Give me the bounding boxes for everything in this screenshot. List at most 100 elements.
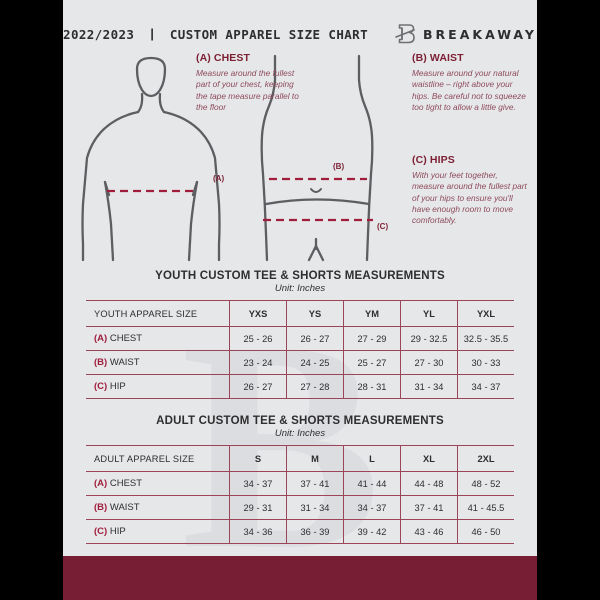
table-row: (B) WAIST 23 - 24 24 - 25 25 - 27 27 - 3… (86, 350, 514, 375)
youth-row-chest-name: CHEST (109, 333, 143, 344)
page-title: CUSTOM APPAREL SIZE CHART (169, 26, 369, 42)
note-chest-text: Measure around the fullest part of your … (196, 68, 299, 112)
adult-row-hip-name: HIP (109, 526, 126, 537)
cell: 31 - 34 (286, 495, 344, 520)
table-row: (B) WAIST 29 - 31 31 - 34 34 - 37 37 - 4… (86, 495, 514, 520)
table-row: (A) CHEST 25 - 26 26 - 27 27 - 29 29 - 3… (86, 326, 514, 351)
adult-row-chest-tag: (A) (94, 478, 108, 489)
cell: 27 - 30 (400, 350, 458, 375)
waist-marker-label: (B) (333, 162, 345, 171)
cell: 27 - 28 (286, 374, 344, 399)
cell: 39 - 42 (343, 519, 401, 544)
cell: 24 - 25 (286, 350, 344, 375)
body-figures-illustration (81, 54, 374, 262)
chest-marker-label: (A) (213, 174, 225, 183)
cell: 34 - 36 (229, 519, 287, 544)
note-chest: (A) CHEST Measure around the fullest par… (196, 52, 304, 113)
adult-size-table: ADULT APPAREL SIZE S M L XL 2XL (A) CHES… (86, 445, 514, 544)
cell: 26 - 27 (229, 374, 287, 399)
adult-row-waist-name: WAIST (109, 502, 140, 513)
cell: 48 - 52 (457, 471, 514, 496)
cell: 34 - 37 (229, 471, 287, 496)
hips-marker-label: (C) (377, 222, 389, 231)
youth-row-chest-tag: (A) (94, 333, 108, 344)
adult-table-unit: Unit: Inches (274, 428, 326, 439)
brand-name: BREAKAWAY (423, 26, 537, 42)
adult-row-hip-tag: (C) (94, 526, 108, 537)
youth-measurements-block: YOUTH CUSTOM TEE & SHORTS MEASUREMENTS U… (63, 270, 537, 399)
cell: 30 - 33 (457, 350, 514, 375)
youth-table-title: YOUTH CUSTOM TEE & SHORTS MEASUREMENTS (155, 270, 445, 282)
cell: 23 - 24 (229, 350, 287, 375)
cell: 29 - 31 (229, 495, 287, 520)
cell: 37 - 41 (286, 471, 344, 496)
adult-row-chest-name: CHEST (109, 478, 143, 489)
page-header: 2022/2023 | CUSTOM APPAREL SIZE CHART BR… (63, 0, 537, 52)
adult-row-waist-label: (B) WAIST (86, 495, 230, 520)
cell: 25 - 27 (343, 350, 401, 375)
cell: 29 - 32.5 (400, 326, 458, 351)
youth-table-unit: Unit: Inches (274, 283, 326, 294)
note-waist-text: Measure around your natural waistline – … (412, 68, 526, 112)
adult-col-m: M (286, 445, 344, 472)
adult-col-xl: XL (400, 445, 458, 472)
cell: 27 - 29 (343, 326, 401, 351)
cell: 46 - 50 (457, 519, 514, 544)
youth-col-yl: YL (400, 300, 458, 327)
cell: 25 - 26 (229, 326, 287, 351)
cell: 34 - 37 (457, 374, 514, 399)
torso-figure (81, 56, 221, 262)
youth-row-chest-label: (A) CHEST (86, 326, 230, 351)
measurement-diagram: (A) (B) (C) (A) CHEST Measure around the… (63, 52, 537, 266)
adult-col-2xl: 2XL (457, 445, 514, 472)
adult-table-title: ADULT CUSTOM TEE & SHORTS MEASUREMENTS (156, 415, 444, 427)
note-hips: (C) HIPS With your feet together, measur… (412, 154, 530, 226)
note-hips-text: With your feet together, measure around … (412, 170, 527, 226)
youth-col-ys: YS (286, 300, 344, 327)
youth-row-hip-name: HIP (109, 381, 126, 392)
table-row: (A) CHEST 34 - 37 37 - 41 41 - 44 44 - 4… (86, 471, 514, 496)
brand-logo: BREAKAWAY (394, 22, 537, 46)
table-row: (C) HIP 34 - 36 36 - 39 39 - 42 43 - 46 … (86, 519, 514, 544)
cell: 34 - 37 (343, 495, 401, 520)
youth-row-waist-tag: (B) (94, 357, 108, 368)
adult-col-s: S (229, 445, 287, 472)
table-header-row: ADULT APPAREL SIZE S M L XL 2XL (86, 445, 514, 472)
cell: 36 - 39 (286, 519, 344, 544)
youth-size-table: YOUTH APPAREL SIZE YXS YS YM YL YXL (A) … (86, 300, 514, 399)
season-label: 2022/2023 (63, 26, 135, 42)
table-header-row: YOUTH APPAREL SIZE YXS YS YM YL YXL (86, 300, 514, 327)
cell: 26 - 27 (286, 326, 344, 351)
youth-row-hip-tag: (C) (94, 381, 108, 392)
adult-col-l: L (343, 445, 401, 472)
table-row: (C) HIP 26 - 27 27 - 28 28 - 31 31 - 34 … (86, 374, 514, 399)
youth-row-hip-label: (C) HIP (86, 374, 230, 399)
cell: 44 - 48 (400, 471, 458, 496)
cell: 43 - 46 (400, 519, 458, 544)
adult-row-chest-label: (A) CHEST (86, 471, 230, 496)
adult-row-hip-label: (C) HIP (86, 519, 230, 544)
cell: 31 - 34 (400, 374, 458, 399)
header-separator: | (150, 27, 154, 41)
youth-header-label: YOUTH APPAREL SIZE (86, 300, 230, 327)
size-chart-card: B 2022/2023 | CUSTOM APPAREL SIZE CHART … (63, 0, 537, 600)
note-hips-heading: (C) HIPS (412, 154, 455, 166)
cell: 28 - 31 (343, 374, 401, 399)
cell: 41 - 45.5 (457, 495, 514, 520)
hips-figure (260, 54, 374, 262)
note-waist-heading: (B) WAIST (412, 52, 464, 64)
cell: 41 - 44 (343, 471, 401, 496)
note-waist: (B) WAIST Measure around your natural wa… (412, 52, 528, 113)
footer-band (63, 556, 537, 600)
adult-row-waist-tag: (B) (94, 502, 108, 513)
youth-col-ym: YM (343, 300, 401, 327)
youth-col-yxs: YXS (229, 300, 287, 327)
youth-row-waist-name: WAIST (109, 357, 140, 368)
youth-row-waist-label: (B) WAIST (86, 350, 230, 375)
cell: 32.5 - 35.5 (457, 326, 514, 351)
adult-header-label: ADULT APPAREL SIZE (86, 445, 230, 472)
adult-measurements-block: ADULT CUSTOM TEE & SHORTS MEASUREMENTS U… (63, 415, 537, 544)
breakaway-b-logo-icon (395, 24, 415, 44)
cell: 37 - 41 (400, 495, 458, 520)
youth-col-yxl: YXL (457, 300, 514, 327)
